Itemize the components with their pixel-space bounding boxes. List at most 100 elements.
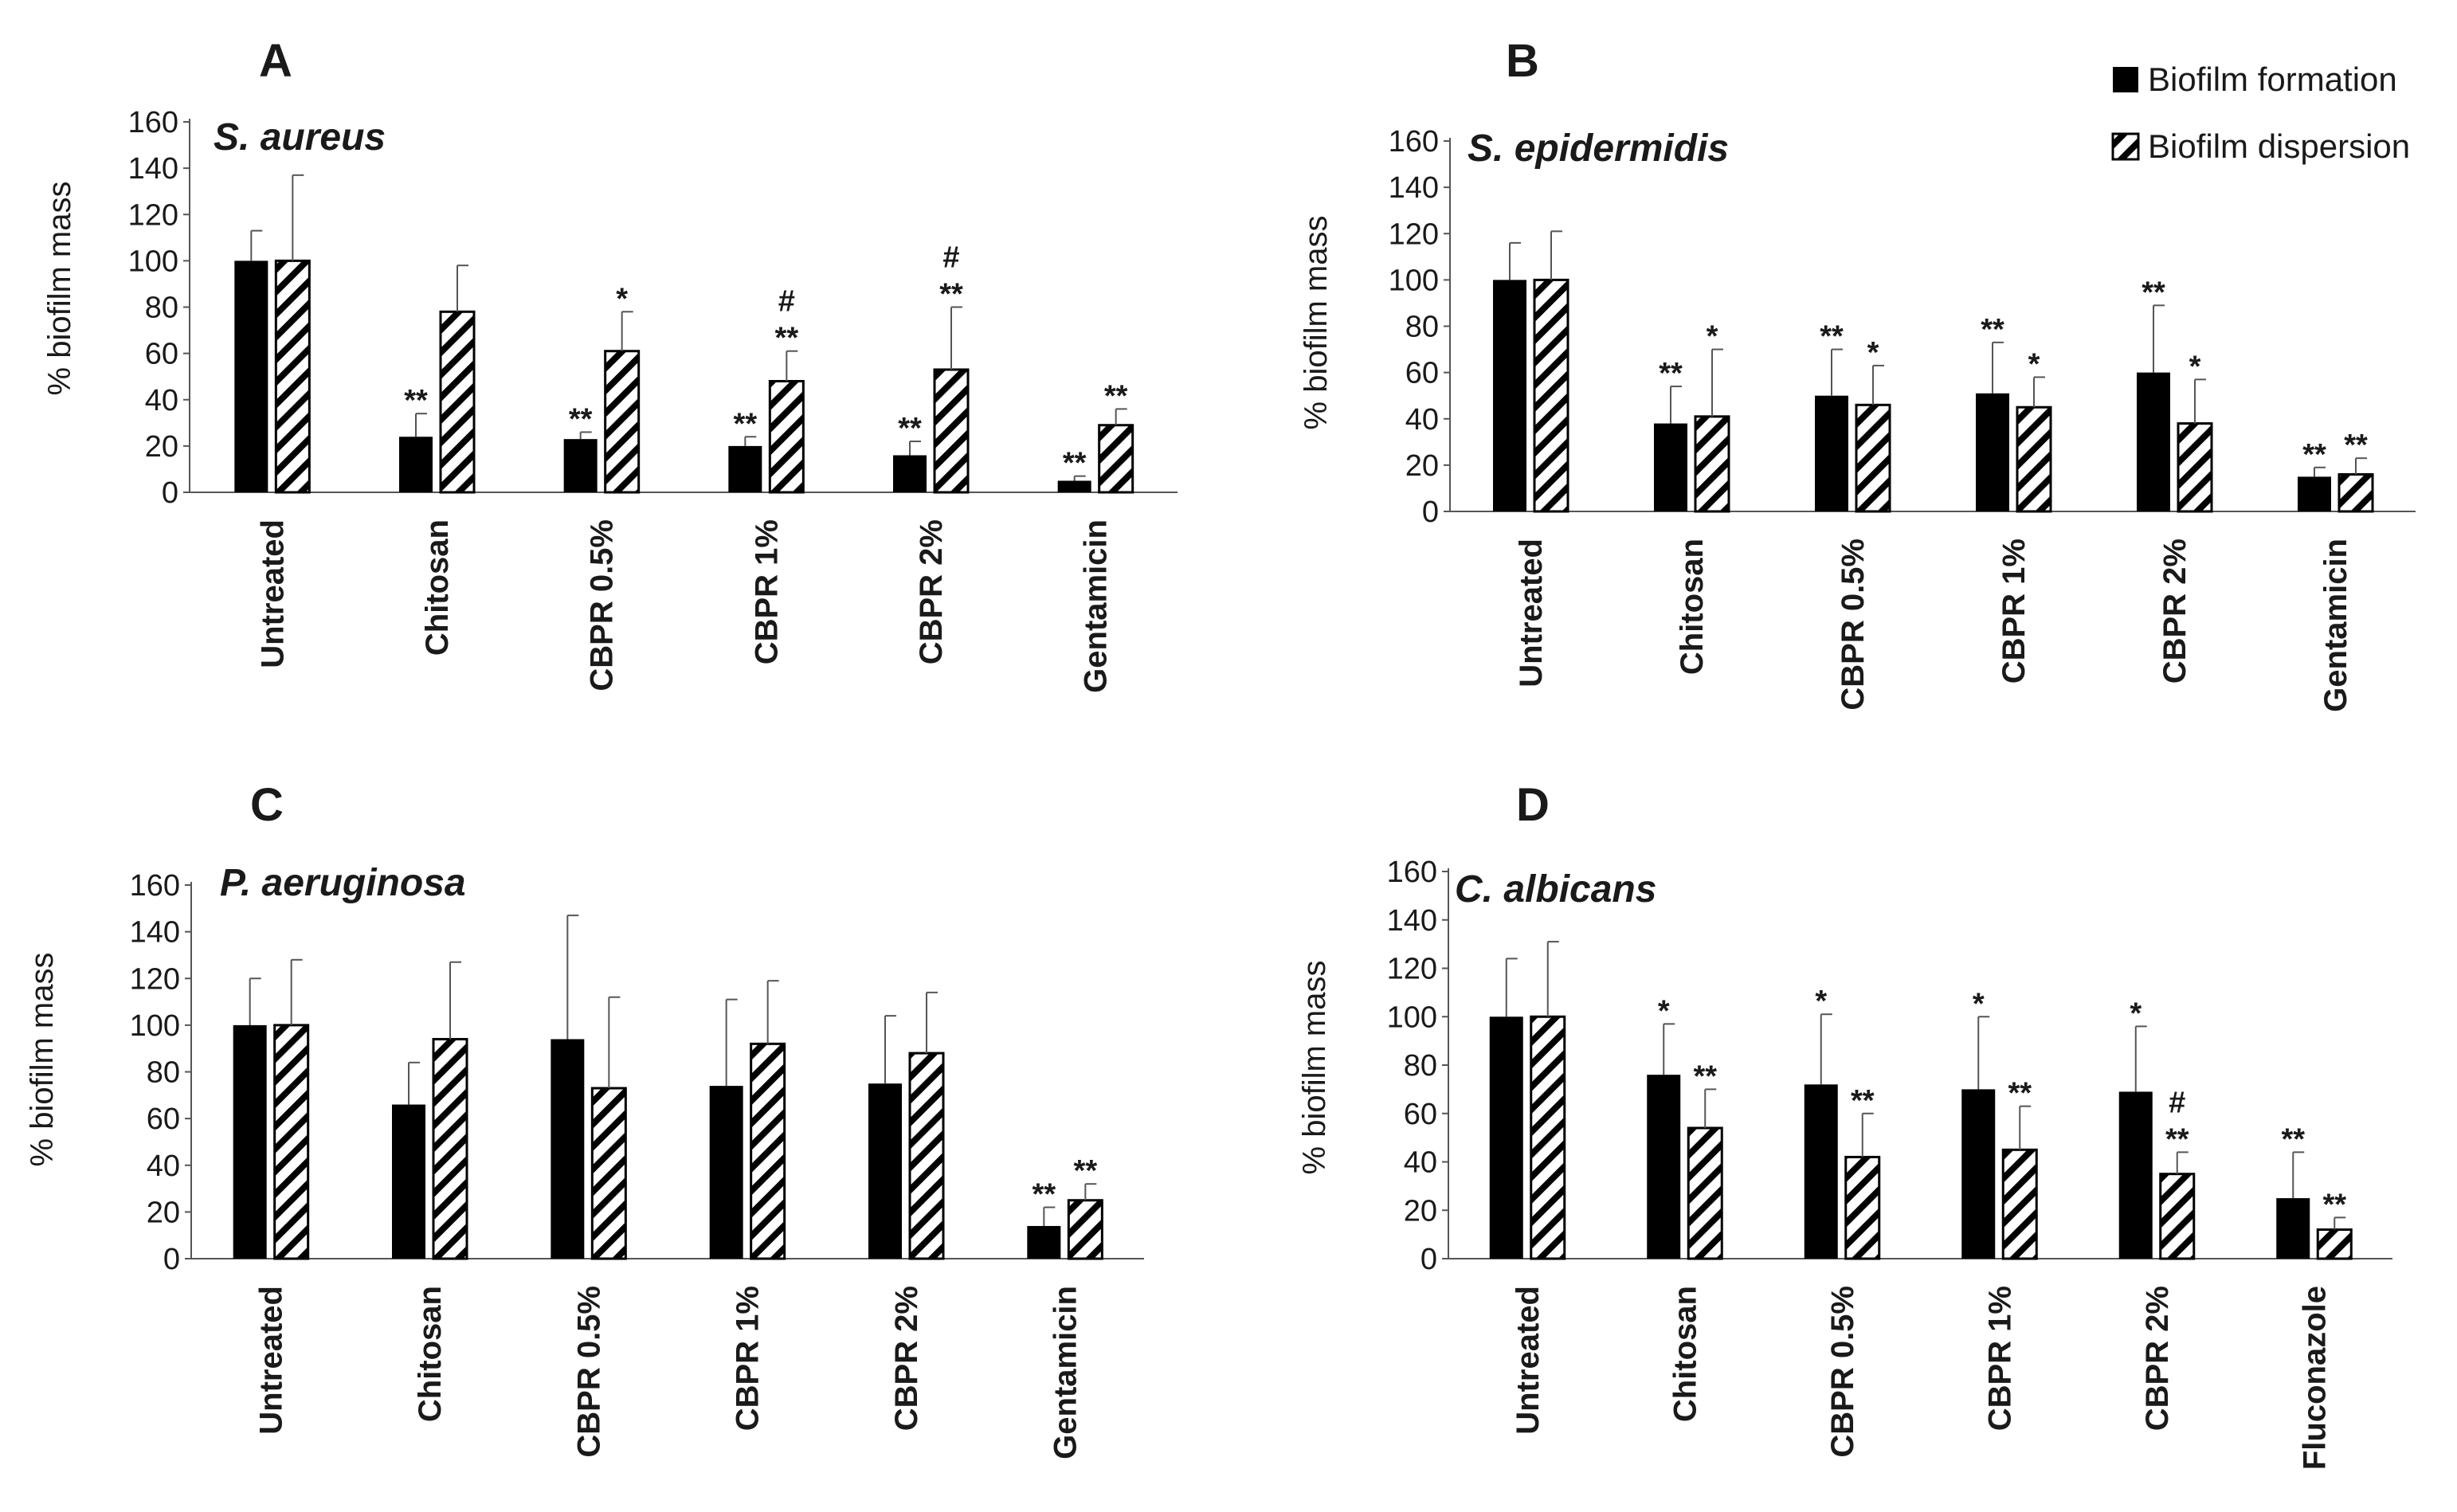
y-tick-label: 100 [1389,264,1439,297]
panel-c: C P. aeruginosa % biofilm mass 0 20 40 60 80… [25,779,1144,1459]
y-tick-label: 20 [1404,1194,1437,1228]
y-tick-label: 160 [1389,125,1439,159]
bar-dispersion [604,350,641,494]
panel-a: A S. aureus % biofilm mass 0 20 40 60 80 100 1… [42,35,1178,693]
y-tick-label: 80 [1404,1049,1437,1083]
panel-letter: C [250,779,284,831]
bar-formation [709,1086,743,1259]
panel-letter: A [259,35,292,87]
panel-d: D C. albicans % biofilm mass 0 20 40 60 80 10… [1297,779,2392,1470]
significance-hash: # [2169,1086,2185,1119]
significance-mark: * [1707,320,1718,354]
x-tick-label: Chitosan [1667,1286,1703,1422]
bar-formation [399,437,433,492]
bar-dispersion [2016,405,2052,513]
x-tick-label: CBPR 0.5% [1836,539,1871,711]
bar-dispersion [432,1037,468,1260]
bar-formation [1489,1016,1523,1259]
bar-dispersion [2316,1228,2353,1260]
bar-dispersion [274,259,311,494]
significance-mark: ** [1851,1084,1875,1118]
significance-mark: ** [2165,1122,2189,1156]
significance-mark: ** [898,412,922,445]
significance-mark: * [616,282,628,315]
y-tick-label: 40 [1404,1146,1437,1180]
y-tick-label: 160 [130,869,180,903]
bar-formation [868,1083,902,1259]
bar-formation [1804,1084,1838,1259]
x-tick-label: Fluconazole [2297,1286,2332,1470]
x-tick-label: Untreated [254,1286,289,1435]
y-tick-label: 20 [145,430,178,464]
y-tick-label: 80 [145,292,178,325]
y-tick-label: 60 [1404,1098,1437,1131]
bar-formation [1654,423,1687,511]
bar-formation [2137,372,2170,511]
panel-letter: B [1506,35,1539,87]
bar-dispersion [439,310,476,494]
significance-mark: * [2130,997,2142,1030]
bar-dispersion [590,1087,627,1260]
bar-formation [1647,1075,1681,1259]
y-tick-label: 0 [163,1243,180,1276]
bar-dispersion [2177,422,2213,513]
y-tick-label: 60 [145,338,178,371]
bar-formation [1976,393,2009,511]
bar-dispersion [768,380,805,494]
bar-dispersion [750,1042,786,1260]
species-title: C. albicans [1455,868,1656,911]
y-tick-label: 40 [1405,403,1439,437]
significance-mark: ** [734,407,758,441]
significance-mark: * [1867,336,1879,370]
y-tick-label: 120 [128,198,178,232]
bar-dispersion [273,1024,310,1260]
legend: Biofilm formation Biofilm dispersion [2111,61,2410,165]
y-tick-label: 120 [1389,217,1439,251]
bar-formation [1961,1089,1996,1259]
y-tick-label: 100 [128,245,178,278]
y-tick-label: 80 [147,1056,180,1090]
y-tick-label: 40 [147,1150,180,1183]
y-axis-label: % biofilm mass [42,182,77,396]
bar-formation [728,445,762,492]
significance-mark: ** [1981,313,2004,347]
x-tick-label: Gentamicin [1048,1286,1083,1459]
legend-swatch-dispersion [2111,132,2140,161]
bar-formation [392,1104,425,1259]
x-tick-label: Chitosan [1675,539,1710,675]
significance-mark: ** [569,402,593,436]
x-tick-label: CBPR 1% [1997,539,2032,684]
legend-swatch-formation [2113,67,2138,92]
y-tick-label: 60 [1405,357,1439,390]
significance-mark: ** [939,278,963,311]
bar-dispersion [2337,473,2374,513]
x-tick-label: CBPR 1% [1982,1286,2017,1431]
panel-b: B S. epidermidis % biofilm mass 0 20 40 60 8… [1299,35,2416,712]
y-tick-label: 0 [1422,496,1439,529]
x-tick-label: CBPR 2% [914,519,949,664]
bar-formation [2118,1091,2153,1259]
x-tick-label: Untreated [1511,1286,1546,1435]
bar-dispersion [2001,1148,2038,1260]
legend-label-formation: Biofilm formation [2148,61,2397,98]
y-tick-label: 140 [1387,904,1437,938]
bar-formation [234,260,268,492]
bar-formation [893,455,927,492]
y-axis-label: % biofilm mass [1299,216,1334,430]
y-axis-label: % biofilm mass [1297,961,1332,1175]
bar-formation [2298,476,2331,511]
significance-mark: * [1815,985,1827,1018]
significance-mark: ** [2281,1122,2305,1156]
x-tick-label: Gentamicin [2318,539,2353,712]
y-tick-label: 20 [147,1196,180,1229]
significance-mark: * [2028,347,2040,381]
significance-mark: ** [1074,1154,1098,1188]
significance-hash: # [778,285,795,319]
bar-formation [233,1024,267,1259]
x-tick-label: Chitosan [420,519,455,656]
bar-dispersion [1530,1015,1566,1260]
significance-mark: ** [775,322,799,355]
significance-mark: ** [1033,1178,1056,1212]
bar-dispersion [2159,1173,2196,1260]
